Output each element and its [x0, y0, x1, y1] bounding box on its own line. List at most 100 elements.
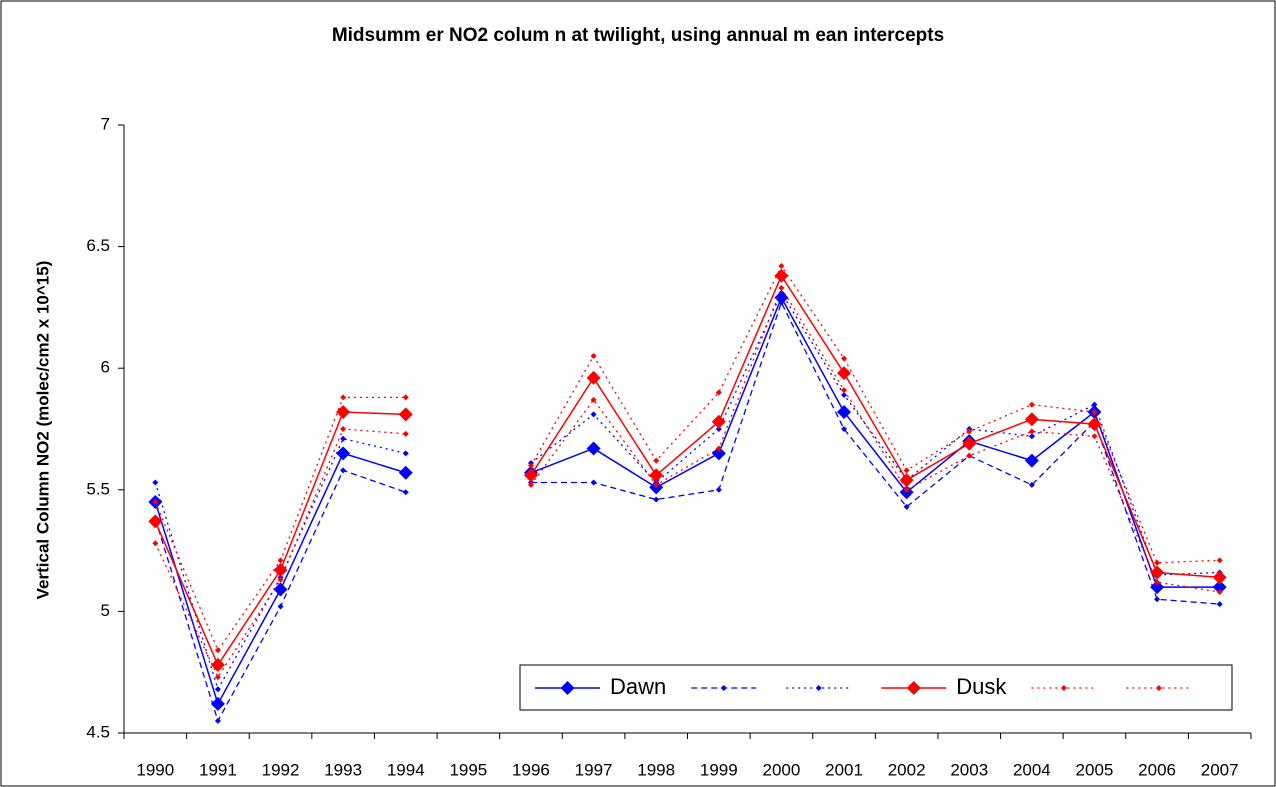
- data-point: [841, 426, 848, 432]
- data-point: [336, 446, 351, 461]
- data-point: [277, 576, 284, 583]
- legend-marker: [1155, 685, 1162, 691]
- data-point: [1091, 433, 1098, 440]
- legend-marker: [720, 685, 727, 691]
- x-tick-label: 1990: [136, 760, 174, 779]
- legend-marker: [1060, 685, 1067, 691]
- data-point: [1150, 580, 1165, 595]
- data-point: [214, 686, 221, 693]
- data-point: [1087, 417, 1102, 432]
- data-point: [1212, 570, 1227, 585]
- data-point: [1028, 433, 1035, 440]
- x-tick-label: 2006: [1138, 760, 1176, 779]
- data-point: [214, 717, 221, 724]
- data-point: [966, 428, 973, 435]
- data-point: [715, 486, 722, 493]
- data-point: [152, 540, 159, 547]
- data-point: [590, 479, 597, 486]
- data-point: [1091, 401, 1098, 408]
- data-point: [586, 441, 601, 456]
- legend-marker: [560, 681, 575, 695]
- data-point: [1216, 557, 1223, 564]
- data-point: [277, 557, 284, 564]
- data-point: [841, 387, 848, 394]
- x-tick-label: 1991: [199, 760, 237, 779]
- data-point: [340, 435, 347, 442]
- data-point: [523, 468, 538, 483]
- x-tick-label: 1993: [324, 760, 362, 779]
- legend-label: Dusk: [956, 674, 1007, 699]
- legend-marker: [815, 685, 822, 691]
- y-tick-label: 6: [101, 358, 110, 377]
- data-point: [398, 407, 413, 422]
- y-tick-label: 6.5: [86, 236, 110, 255]
- data-point: [336, 404, 351, 419]
- data-point: [273, 563, 288, 578]
- data-point: [1028, 481, 1035, 488]
- data-point: [1028, 401, 1035, 408]
- data-point: [214, 674, 221, 681]
- data-point: [210, 696, 225, 711]
- y-axis-label: Vertical Column NO2 (molec/cm2 x 10^15): [33, 261, 52, 600]
- y-tick-label: 4.5: [86, 722, 110, 741]
- data-point: [1091, 408, 1098, 415]
- data-point: [778, 263, 785, 270]
- data-point: [1216, 588, 1223, 595]
- data-point: [711, 414, 726, 429]
- data-point: [152, 498, 159, 505]
- data-point: [1212, 580, 1227, 595]
- y-tick-label: 5: [101, 601, 110, 620]
- data-point: [903, 486, 910, 493]
- data-point: [148, 514, 163, 529]
- data-point: [649, 468, 664, 483]
- data-point: [841, 391, 848, 398]
- data-point: [340, 394, 347, 401]
- data-point: [899, 473, 914, 488]
- data-point: [340, 467, 347, 474]
- y-tick-label: 7: [101, 114, 110, 133]
- data-point: [1154, 596, 1161, 603]
- series-line: [154, 291, 1220, 691]
- data-point: [402, 430, 409, 437]
- data-point: [903, 503, 910, 510]
- data-point: [1024, 453, 1039, 468]
- x-tick-label: 2002: [888, 760, 926, 779]
- x-tick-label: 2005: [1076, 760, 1114, 779]
- data-point: [778, 284, 785, 291]
- data-point: [715, 389, 722, 396]
- data-point: [1154, 579, 1161, 586]
- data-point: [273, 582, 288, 597]
- data-point: [1024, 412, 1039, 427]
- data-point: [402, 450, 409, 457]
- data-point: [340, 426, 347, 432]
- data-point: [152, 479, 159, 486]
- data-point: [966, 452, 973, 459]
- x-tick-label: 1997: [575, 760, 613, 779]
- x-tick-label: 2003: [950, 760, 988, 779]
- data-point: [1154, 559, 1161, 566]
- data-point: [778, 299, 785, 306]
- x-tick-label: 1996: [512, 760, 550, 779]
- data-point: [586, 370, 601, 385]
- legend-marker: [906, 681, 921, 695]
- data-point: [778, 289, 785, 296]
- data-point: [402, 489, 409, 496]
- data-point: [837, 404, 852, 419]
- data-point: [402, 394, 409, 401]
- data-point: [590, 411, 597, 418]
- data-point: [715, 426, 722, 432]
- data-point: [1150, 565, 1165, 580]
- data-point: [214, 647, 221, 654]
- data-point: [527, 481, 534, 488]
- data-point: [527, 462, 534, 469]
- data-point: [962, 436, 977, 451]
- data-point: [653, 496, 660, 503]
- x-tick-label: 1998: [637, 760, 675, 779]
- data-point: [590, 353, 597, 360]
- x-tick-label: 2000: [763, 760, 801, 779]
- series-line: [154, 286, 1220, 679]
- x-tick-label: 1994: [387, 760, 425, 779]
- legend: [519, 664, 1233, 711]
- data-point: [841, 355, 848, 362]
